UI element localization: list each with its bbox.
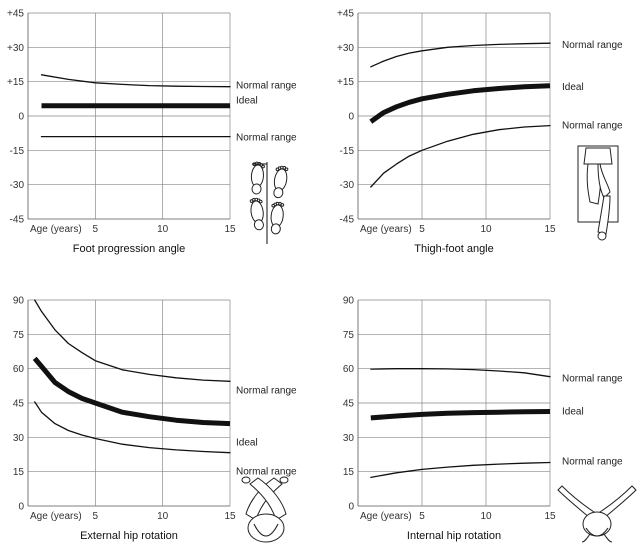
x-tick-label: 10	[157, 224, 169, 235]
y-tick-label: 15	[343, 467, 355, 478]
y-tick-label: -30	[340, 180, 355, 191]
series-label: Normal range	[562, 40, 623, 51]
crossed-legs-icon	[241, 476, 289, 543]
y-tick-label: +45	[337, 9, 354, 20]
y-tick-label: 60	[13, 364, 25, 375]
chart-title: External hip rotation	[80, 530, 178, 542]
normal-range-line	[370, 42, 551, 68]
series-label: Ideal	[562, 82, 584, 93]
normal-range-line	[40, 74, 231, 88]
leg-prone-icon	[577, 145, 619, 241]
x-tick-label: 15	[224, 224, 236, 235]
y-tick-label: 0	[18, 112, 24, 123]
x-tick-label: 10	[480, 511, 492, 522]
ideal-line	[32, 356, 231, 427]
series-label: Normal range	[236, 385, 297, 396]
chart-title: Foot progression angle	[73, 243, 186, 255]
y-tick-label: -45	[10, 215, 25, 226]
y-tick-label: 90	[13, 296, 25, 307]
series-label: Ideal	[236, 438, 258, 449]
chart-panel-3: 90 75 60 45 30 15 0 5 10 15 Age (years) External hi…	[13, 296, 297, 543]
x-tick-label: 15	[544, 224, 556, 235]
series-label: Ideal	[236, 96, 258, 107]
normal-range-line	[370, 461, 551, 479]
chart-title: Thigh-foot angle	[414, 243, 494, 255]
series-label: Normal range	[236, 133, 297, 144]
y-tick-label: 45	[343, 399, 355, 410]
x-tick-label: 5	[93, 224, 99, 235]
y-tick-label: +15	[337, 77, 354, 88]
y-tick-label: 30	[13, 433, 25, 444]
ideal-line	[370, 409, 551, 421]
series-label: Normal range	[562, 457, 623, 468]
series-label: Ideal	[562, 406, 584, 417]
y-tick-label: 0	[348, 502, 354, 513]
x-axis-label: Age (years)	[30, 224, 82, 235]
y-tick-label: 0	[348, 112, 354, 123]
x-axis-label: Age (years)	[30, 511, 82, 522]
spread-legs-icon	[557, 485, 637, 543]
y-tick-label: +30	[7, 43, 24, 54]
y-tick-label: 75	[13, 330, 25, 341]
y-tick-label: 15	[13, 467, 25, 478]
series-label: Normal range	[236, 467, 297, 478]
normal-range-line	[370, 368, 551, 378]
y-tick-label: -15	[340, 146, 355, 157]
y-tick-label: -45	[340, 215, 355, 226]
x-axis-label: Age (years)	[360, 224, 412, 235]
y-tick-label: 45	[13, 399, 25, 410]
x-tick-label: 5	[419, 224, 425, 235]
x-tick-label: 10	[157, 511, 169, 522]
x-tick-label: 15	[224, 511, 236, 522]
y-tick-label: -30	[10, 180, 25, 191]
y-tick-label: 0	[18, 502, 24, 513]
chart-panel-2: +45 +30 +15 0 -15 -30 -45 5 10 15 Age (years)Thigh…	[337, 9, 623, 256]
y-tick-label: 30	[343, 433, 355, 444]
feet-footprints-icon	[249, 161, 289, 244]
normal-range-line	[370, 124, 551, 188]
normal-range-line	[34, 299, 231, 382]
x-tick-label: 5	[93, 511, 99, 522]
x-tick-label: 10	[480, 224, 492, 235]
ideal-line	[369, 83, 551, 124]
y-tick-label: +15	[7, 77, 24, 88]
y-tick-label: 60	[343, 364, 355, 375]
x-tick-label: 5	[419, 511, 425, 522]
chart-title: Internal hip rotation	[407, 530, 501, 542]
normal-range-line	[34, 401, 231, 454]
chart-panel-4: 90 75 60 45 30 15 0 5 10 15 Age (years) Internal hi…	[343, 296, 637, 543]
chart-panel-1: +45 +30 +15 0 -15 -30 -45 5 10 15 Age (years) Foot …	[7, 9, 297, 256]
series-label: Normal range	[236, 81, 297, 92]
y-tick-label: +45	[7, 9, 24, 20]
y-tick-label: -15	[10, 146, 25, 157]
y-tick-label: 90	[343, 296, 355, 307]
y-tick-label: 75	[343, 330, 355, 341]
series-label: Normal range	[562, 121, 623, 132]
series-label: Normal range	[562, 374, 623, 385]
y-tick-label: +30	[337, 43, 354, 54]
x-axis-label: Age (years)	[360, 511, 412, 522]
x-tick-label: 15	[544, 511, 556, 522]
